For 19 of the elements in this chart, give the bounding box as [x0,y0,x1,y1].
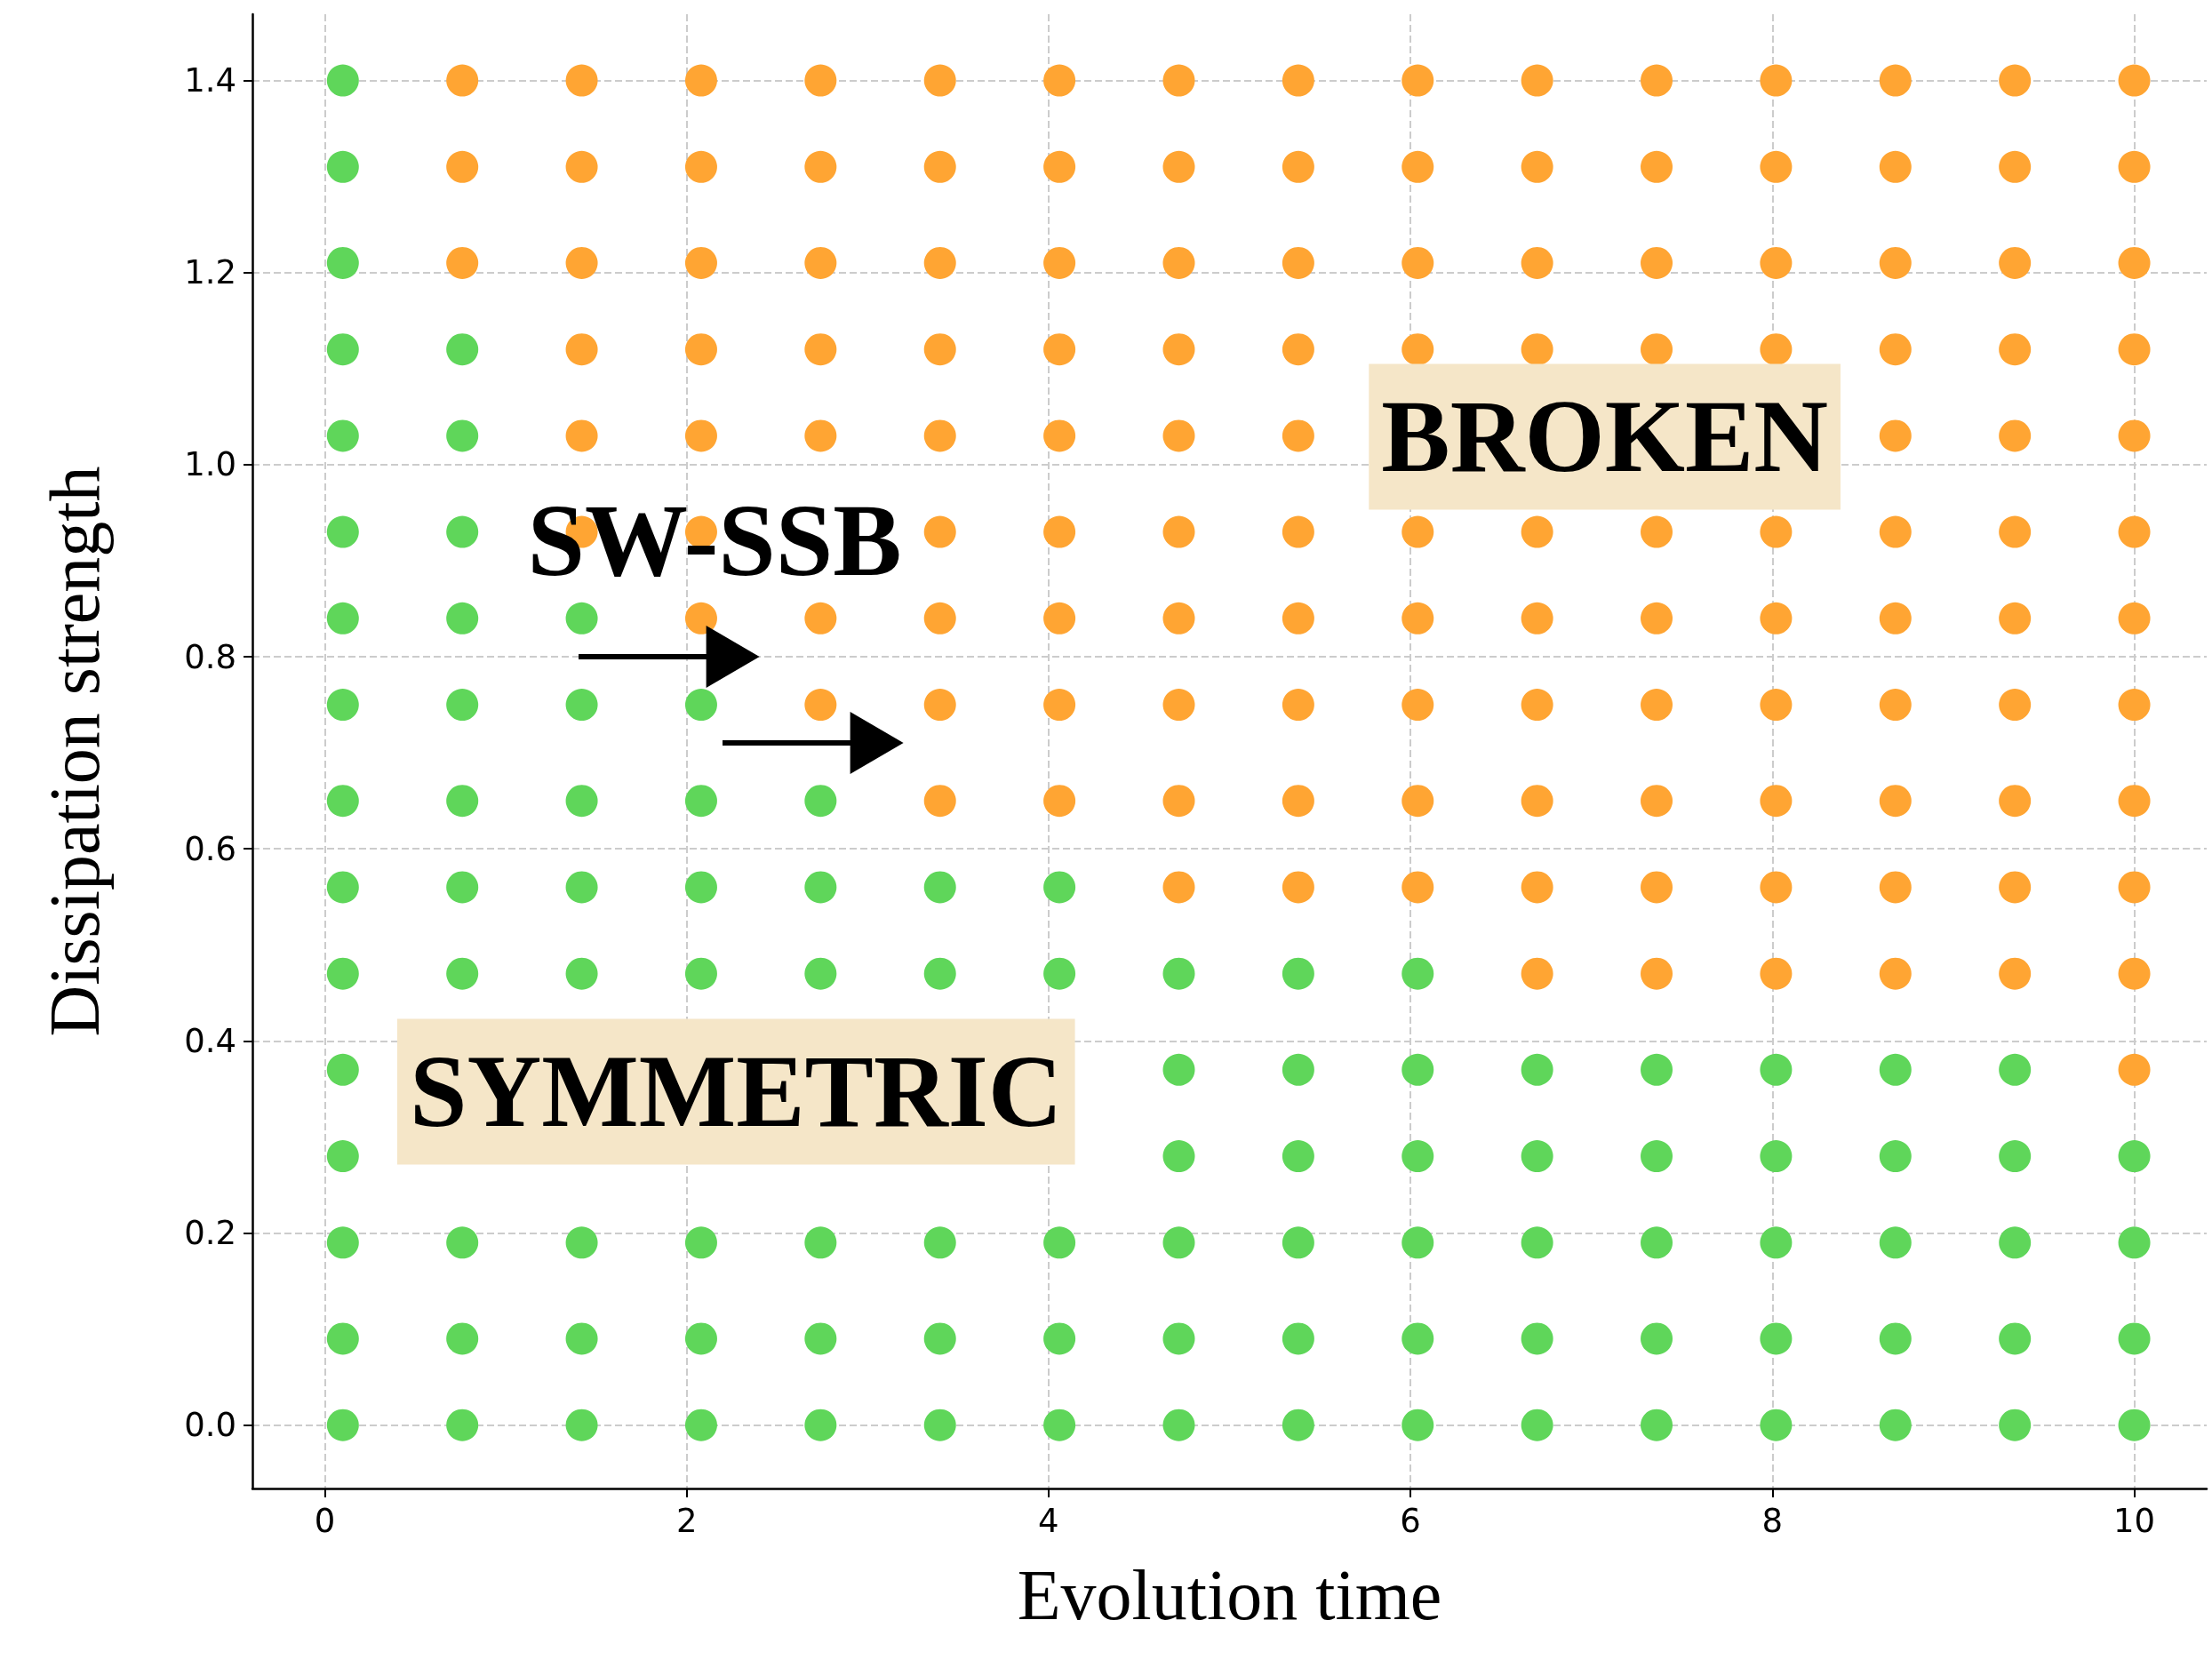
y-tick-label: 0.6 [184,829,236,868]
annotation: SW-SSB [527,483,902,597]
x-tick-label: 4 [1038,1502,1059,1540]
x-tick-label: 0 [314,1502,336,1540]
y-tick-label: 1.4 [184,61,236,100]
x-tick-label: 10 [2113,1502,2156,1540]
annotation: SYMMETRIC [409,1034,1063,1149]
x-tick-label: 6 [1400,1502,1421,1540]
x-axis-title: Evolution time [1017,1556,1442,1634]
y-tick-label: 0.2 [184,1214,236,1253]
x-tick-label: 2 [675,1502,698,1540]
y-tick-label: 1.0 [184,445,236,484]
y-tick-label: 0.0 [184,1406,236,1445]
y-tick-label: 1.2 [184,253,236,292]
y-axis-title: Dissipation strength [36,466,114,1037]
annotation: BROKEN [1381,379,1829,494]
y-tick-label: 0.4 [184,1021,236,1060]
y-tick-label: 0.8 [184,637,236,676]
x-tick-label: 8 [1761,1502,1784,1540]
